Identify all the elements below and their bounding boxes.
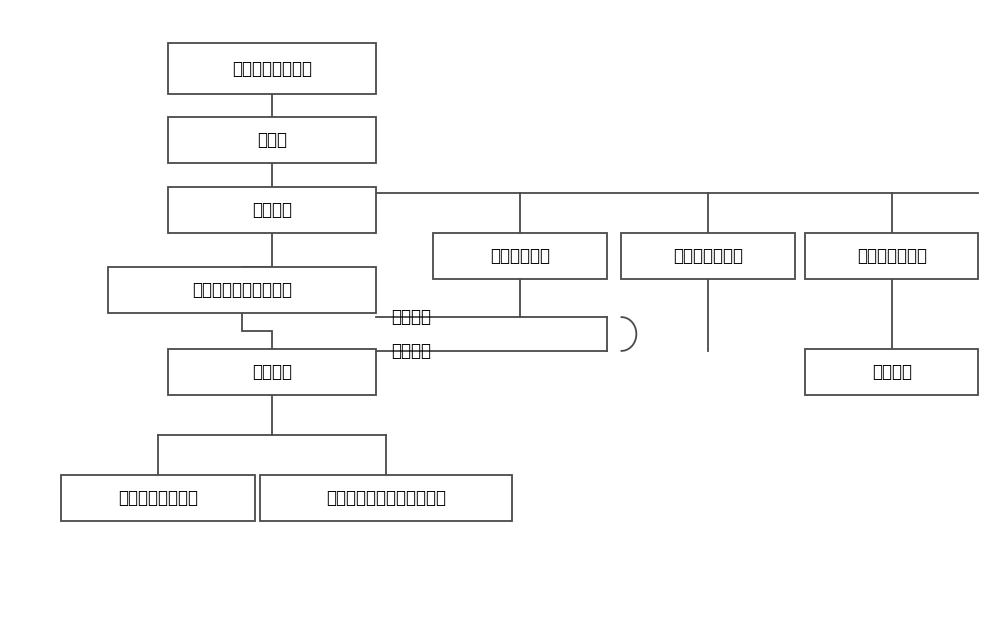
Bar [621, 233, 795, 279]
Text: 镇痛药物释放速度: 镇痛药物释放速度 [118, 489, 198, 507]
Bar [168, 118, 376, 164]
Bar [108, 266, 376, 312]
Text: 特征提取: 特征提取 [252, 201, 292, 219]
Bar [260, 475, 512, 521]
Bar [433, 233, 607, 279]
Text: 监督校正: 监督校正 [391, 342, 431, 360]
Bar [61, 475, 255, 521]
Text: 镇痛过度缓解药物释放速度: 镇痛过度缓解药物释放速度 [326, 489, 446, 507]
Bar [168, 187, 376, 233]
Text: 副作用程度分类: 副作用程度分类 [673, 247, 743, 265]
Text: 预处理: 预处理 [257, 131, 287, 149]
Bar [168, 44, 376, 94]
Text: 疼痛程度分类: 疼痛程度分类 [490, 247, 550, 265]
Text: 警报模块: 警报模块 [872, 363, 912, 381]
Bar [805, 233, 978, 279]
Text: 动作输出: 动作输出 [252, 363, 292, 381]
Text: 奖励函数: 奖励函数 [391, 308, 431, 326]
Bar [805, 350, 978, 396]
Text: 深度强化学习模型训练: 深度强化学习模型训练 [192, 281, 292, 299]
Bar [168, 350, 376, 396]
Text: 实时拍摄面部表情: 实时拍摄面部表情 [232, 60, 312, 78]
Text: 非正常情况分类: 非正常情况分类 [857, 247, 927, 265]
